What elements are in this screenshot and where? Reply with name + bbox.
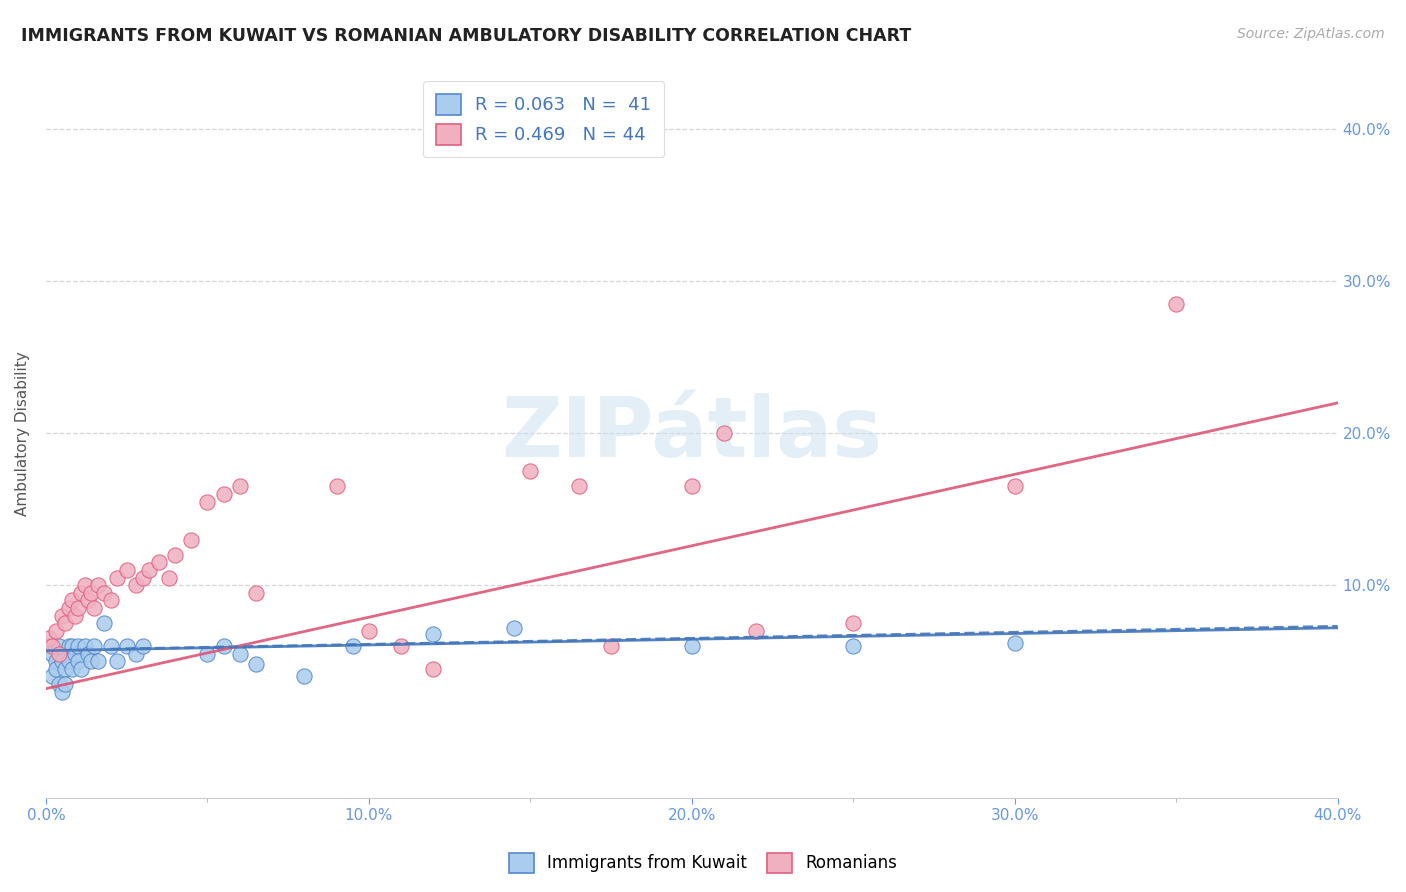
Point	[180, 533, 202, 547]
Y-axis label: Ambulatory Disability: Ambulatory Disability	[15, 351, 30, 516]
Point	[100, 593, 122, 607]
Point	[519, 464, 541, 478]
Point	[86, 654, 108, 668]
Point	[132, 639, 155, 653]
Point	[1004, 479, 1026, 493]
Point	[165, 548, 187, 562]
Point	[67, 639, 90, 653]
Point	[681, 639, 703, 653]
Legend: R = 0.063   N =  41, R = 0.469   N = 44: R = 0.063 N = 41, R = 0.469 N = 44	[423, 81, 664, 157]
Point	[342, 639, 364, 653]
Point	[228, 479, 250, 493]
Point	[245, 657, 267, 672]
Point	[58, 639, 80, 653]
Point	[60, 662, 83, 676]
Point	[45, 654, 67, 668]
Point	[100, 639, 122, 653]
Point	[73, 578, 96, 592]
Point	[77, 647, 100, 661]
Point	[67, 601, 90, 615]
Point	[745, 624, 768, 638]
Point	[105, 654, 128, 668]
Point	[138, 563, 160, 577]
Point	[67, 654, 90, 668]
Point	[1004, 636, 1026, 650]
Point	[713, 426, 735, 441]
Point	[93, 586, 115, 600]
Point	[93, 616, 115, 631]
Point	[503, 621, 526, 635]
Point	[292, 669, 315, 683]
Point	[125, 578, 148, 592]
Point	[45, 624, 67, 638]
Point	[132, 571, 155, 585]
Point	[105, 571, 128, 585]
Point	[51, 684, 73, 698]
Point	[157, 571, 180, 585]
Point	[197, 494, 219, 508]
Point	[212, 487, 235, 501]
Point	[60, 593, 83, 607]
Point	[1166, 297, 1188, 311]
Text: IMMIGRANTS FROM KUWAIT VS ROMANIAN AMBULATORY DISABILITY CORRELATION CHART: IMMIGRANTS FROM KUWAIT VS ROMANIAN AMBUL…	[21, 27, 911, 45]
Point	[53, 616, 76, 631]
Point	[148, 556, 170, 570]
Point	[245, 586, 267, 600]
Point	[58, 601, 80, 615]
Point	[38, 639, 60, 653]
Point	[422, 627, 444, 641]
Point	[48, 647, 70, 661]
Point	[70, 586, 93, 600]
Point	[842, 639, 865, 653]
Point	[63, 647, 86, 661]
Point	[60, 639, 83, 653]
Point	[41, 639, 63, 653]
Point	[51, 608, 73, 623]
Point	[600, 639, 623, 653]
Point	[83, 601, 105, 615]
Point	[389, 639, 412, 653]
Point	[83, 639, 105, 653]
Point	[842, 616, 865, 631]
Point	[51, 654, 73, 668]
Point	[115, 563, 138, 577]
Point	[48, 639, 70, 653]
Point	[77, 593, 100, 607]
Point	[86, 578, 108, 592]
Point	[568, 479, 591, 493]
Point	[53, 662, 76, 676]
Point	[357, 624, 380, 638]
Point	[38, 632, 60, 646]
Point	[197, 647, 219, 661]
Point	[73, 639, 96, 653]
Point	[125, 647, 148, 661]
Point	[80, 654, 103, 668]
Point	[212, 639, 235, 653]
Point	[422, 662, 444, 676]
Point	[48, 677, 70, 691]
Point	[80, 586, 103, 600]
Legend: Immigrants from Kuwait, Romanians: Immigrants from Kuwait, Romanians	[502, 847, 904, 880]
Point	[41, 647, 63, 661]
Point	[70, 662, 93, 676]
Point	[45, 662, 67, 676]
Text: Source: ZipAtlas.com: Source: ZipAtlas.com	[1237, 27, 1385, 41]
Point	[115, 639, 138, 653]
Point	[53, 677, 76, 691]
Point	[681, 479, 703, 493]
Point	[228, 647, 250, 661]
Point	[63, 608, 86, 623]
Point	[325, 479, 347, 493]
Point	[41, 669, 63, 683]
Text: ZIPátlas: ZIPátlas	[502, 392, 883, 474]
Point	[58, 654, 80, 668]
